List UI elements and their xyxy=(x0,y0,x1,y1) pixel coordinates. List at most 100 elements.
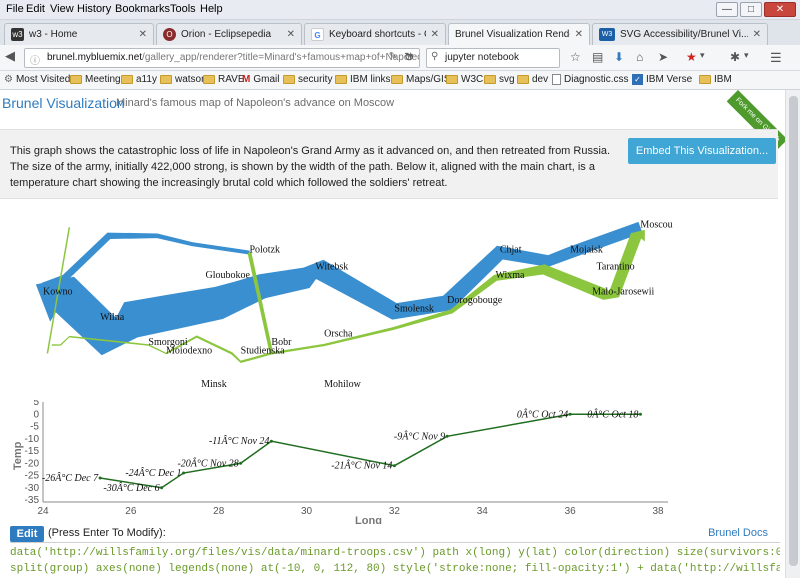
bookmark-watson[interactable]: watson xyxy=(160,74,207,85)
bookmark-ibm-links[interactable]: IBM links xyxy=(335,74,391,85)
extension-arrow-icon[interactable]: ▾ xyxy=(744,50,749,60)
tab-title: Orion - Eclipsepedia xyxy=(181,29,272,40)
temperature-data-label: 0Â°C Oct 24 xyxy=(517,408,568,420)
bookmark-gmail[interactable]: M Gmail xyxy=(242,74,279,85)
bookmark-meetings[interactable]: Meetings xyxy=(70,74,126,85)
menu-file[interactable]: File xyxy=(6,3,24,15)
folder-icon xyxy=(699,75,711,84)
vertical-scrollbar[interactable] xyxy=(785,90,800,578)
x-tick-label: 28 xyxy=(213,506,225,517)
library-icon[interactable]: ▤ xyxy=(592,50,604,64)
menu-help[interactable]: Help xyxy=(200,3,223,15)
page-info-icon[interactable]: ⓘ xyxy=(30,56,40,67)
bookmark-a11y[interactable]: a11y xyxy=(121,74,157,85)
google-logo-icon: G xyxy=(311,28,324,41)
city-label: Mojaisk xyxy=(570,245,603,256)
tab-brunel-renderer[interactable]: Brunel Visualization Renderer ✕ xyxy=(448,23,590,45)
bookmark-ibm-verse[interactable]: ✓ IBM Verse xyxy=(632,74,692,85)
back-icon[interactable]: ◀ xyxy=(5,48,15,63)
city-label: Smorgoni xyxy=(148,337,187,348)
maximize-icon[interactable]: □ xyxy=(740,2,762,17)
code-editor[interactable]: data('http://willsfamily.org/files/vis/d… xyxy=(10,542,780,578)
x-tick-label: 26 xyxy=(125,506,137,517)
temperature-data-label: -30Â°C Dec 6 xyxy=(103,482,159,494)
y-tick-label: -10 xyxy=(25,434,40,445)
temperature-point xyxy=(98,476,102,480)
tab-orion[interactable]: O Orion - Eclipsepedia ✕ xyxy=(156,23,302,45)
bookmark-label: IBM Verse xyxy=(646,74,693,85)
brand-title[interactable]: Brunel Visualization xyxy=(2,95,125,111)
tab-keyboard-shortcuts[interactable]: G Keyboard shortcuts - Chro... ✕ xyxy=(304,23,446,45)
bookmark-star-icon[interactable]: ☆ xyxy=(570,50,581,64)
red-star-icon[interactable]: ★ xyxy=(686,50,697,64)
close-tab-icon[interactable]: ✕ xyxy=(138,29,147,40)
bookmark-ibm[interactable]: IBM xyxy=(699,74,732,85)
city-label: Witebsk xyxy=(315,261,348,272)
menu-tools[interactable]: Tools xyxy=(170,3,196,15)
tab-title: Brunel Visualization Renderer xyxy=(455,29,570,40)
tab-title: SVG Accessibility/Brunel Vi... xyxy=(620,29,748,40)
bookmark-maps-gis[interactable]: Maps/GIS xyxy=(391,74,450,85)
folder-icon xyxy=(283,75,295,84)
close-tab-icon[interactable]: ✕ xyxy=(752,29,761,40)
y-tick-label: -35 xyxy=(25,495,40,506)
url-bar[interactable]: ⓘ brunel.mybluemix.net/gallery_app/rende… xyxy=(24,48,420,68)
city-label: Orscha xyxy=(324,329,353,340)
home-icon[interactable]: ⌂ xyxy=(636,50,644,64)
bookmark-diagnostic[interactable]: Diagnostic.css xyxy=(552,74,628,85)
bookmark-security[interactable]: security xyxy=(283,74,332,85)
y-tick-label: -15 xyxy=(25,446,40,457)
x-tick-label: 34 xyxy=(477,506,489,517)
edit-button[interactable]: Edit xyxy=(10,526,44,542)
bookmark-rave[interactable]: RAVE xyxy=(203,74,245,85)
send-icon[interactable]: ➤ xyxy=(658,50,669,64)
close-tab-icon[interactable]: ✕ xyxy=(430,29,439,40)
bookmark-w3c[interactable]: W3C xyxy=(446,74,483,85)
search-input[interactable]: ⚲ jupyter notebook xyxy=(426,48,560,68)
menu-history[interactable]: History xyxy=(77,3,112,15)
bookmark-label: IBM links xyxy=(350,74,391,85)
folder-icon xyxy=(391,75,403,84)
city-label: Moiodexno xyxy=(166,345,212,356)
city-label: Moscou xyxy=(640,219,672,230)
menu-edit[interactable]: Edit xyxy=(26,3,45,15)
scrollbar-thumb[interactable] xyxy=(789,96,798,566)
bookmark-dev[interactable]: dev xyxy=(517,74,548,85)
orion-logo-icon: O xyxy=(163,28,176,41)
tab-svg-accessibility[interactable]: W3 SVG Accessibility/Brunel Vi... ✕ xyxy=(592,23,768,45)
embed-visualization-button[interactable]: Embed This Visualization... xyxy=(628,138,776,164)
menu-view[interactable]: View xyxy=(50,3,74,15)
reload-icon[interactable]: ↻ xyxy=(404,50,415,64)
tab-w3-home[interactable]: w3 w3 - Home ✕ xyxy=(4,23,154,45)
menu-arrow-icon[interactable]: ▾ xyxy=(700,50,705,60)
edit-row: Edit (Press Enter To Modify): Brunel Doc… xyxy=(10,524,780,542)
bookmark-label: watson xyxy=(175,74,207,85)
temperature-axes: 24 26 28 30 32 34 36 38 50 -5-10-15-20 -25-30-35 Lo… xyxy=(12,400,668,524)
bookmark-svg[interactable]: svg xyxy=(484,74,515,85)
tab-title: Keyboard shortcuts - Chro... xyxy=(329,29,426,40)
folder-icon xyxy=(203,75,215,84)
hamburger-menu-icon[interactable]: ☰ xyxy=(770,50,782,65)
city-label: Wixma xyxy=(495,270,525,281)
close-tab-icon[interactable]: ✕ xyxy=(286,29,295,40)
close-window-icon[interactable]: ✕ xyxy=(764,2,796,17)
reader-view-icon[interactable]: ✎ xyxy=(388,51,397,62)
temperature-labels: 0Â°C Oct 18 0Â°C Oct 24 -9Â°C Nov 9 -21Â°C … xyxy=(42,408,642,494)
close-tab-icon[interactable]: ✕ xyxy=(574,29,583,40)
dropdown-arrow-icon[interactable]: ▾ xyxy=(407,51,413,62)
bookmark-label: IBM xyxy=(714,74,732,85)
bookmark-most-visited[interactable]: ⚙ Most Visited xyxy=(4,74,70,85)
download-icon[interactable]: ⬇ xyxy=(614,50,625,64)
menu-bookmarks[interactable]: Bookmarks xyxy=(115,3,171,15)
temperature-chart: 24 26 28 30 32 34 36 38 50 -5-10-15-20 -25-30-35 Lo… xyxy=(12,400,668,524)
minimize-icon[interactable]: — xyxy=(716,2,738,17)
bookmark-label: RAVE xyxy=(218,74,245,85)
checkbox-icon: ✓ xyxy=(632,74,643,85)
brunel-docs-link[interactable]: Brunel Docs xyxy=(708,527,768,539)
temperature-data-label: 0Â°C Oct 18 xyxy=(587,408,638,420)
description-panel: This graph shows the catastrophic loss o… xyxy=(0,129,778,199)
temperature-data-label: -11Â°C Nov 24 xyxy=(209,435,269,447)
extension-icon[interactable]: ✱ xyxy=(730,50,741,64)
bookmark-label: Meetings xyxy=(85,74,126,85)
